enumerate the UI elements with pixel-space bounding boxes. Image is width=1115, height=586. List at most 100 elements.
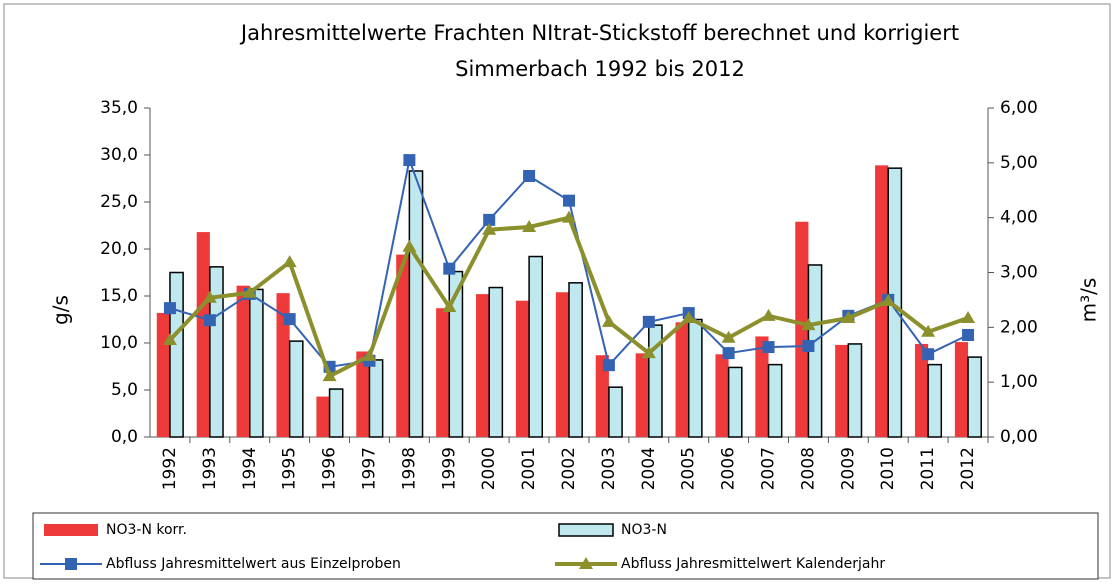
marker (601, 314, 616, 327)
bar (568, 282, 583, 438)
marker (522, 219, 537, 232)
marker (841, 311, 856, 324)
bar (914, 343, 929, 437)
marker (642, 315, 655, 328)
bar (847, 343, 863, 438)
marker (762, 341, 775, 354)
bar (209, 266, 224, 438)
legend-label: Abfluss Jahresmittelwert Kalenderjahr (621, 556, 885, 572)
marker (482, 222, 497, 235)
marker (641, 346, 656, 359)
y-tick-label: 0,0 (111, 427, 138, 447)
x-tick-label: 1995 (280, 447, 300, 490)
bar (276, 293, 290, 437)
x-tick-label: 1997 (359, 447, 379, 490)
bar (515, 300, 530, 437)
legend-label: NO3-N korr. (106, 522, 187, 538)
bar (249, 288, 264, 438)
x-tick-label: 1994 (240, 447, 260, 490)
bar (368, 359, 384, 438)
x-tick-label: 2007 (759, 447, 779, 490)
bar (288, 340, 304, 438)
bar (476, 294, 490, 437)
bar (687, 318, 703, 438)
bar (875, 165, 889, 437)
bar (436, 308, 450, 437)
marker (562, 210, 576, 223)
y-tick-label: 25,0 (100, 192, 138, 212)
x-tick-label: 1992 (160, 447, 180, 490)
bar (767, 363, 783, 438)
marker (403, 154, 416, 167)
chart-subtitle: Simmerbach 1992 bis 2012 (455, 57, 745, 81)
y2-tick-label: 3,00 (1000, 263, 1038, 283)
bar (156, 312, 170, 437)
y-tick-label: 10,0 (100, 333, 138, 353)
x-tick-label: 2004 (639, 447, 659, 490)
bar (488, 286, 504, 438)
x-tick-label: 2009 (838, 447, 858, 490)
marker (922, 348, 935, 361)
legend-marker (65, 558, 77, 570)
marker (163, 302, 176, 315)
bar (316, 396, 330, 437)
y-tick-label: 35,0 (100, 98, 138, 118)
marker (282, 255, 297, 268)
marker (443, 262, 456, 275)
marker (761, 308, 776, 321)
bar (715, 354, 729, 437)
marker (203, 314, 216, 327)
y-tick-label: 30,0 (100, 145, 138, 165)
y-axis-label: g/s (49, 295, 73, 325)
bar (608, 386, 623, 438)
y2-axis-label: m³/s (1077, 278, 1101, 323)
marker (722, 347, 735, 360)
x-tick-label: 2003 (599, 447, 619, 490)
bar (727, 366, 743, 438)
x-tick-label: 1999 (439, 447, 459, 490)
marker (202, 290, 217, 303)
marker (802, 339, 815, 352)
bar (356, 351, 370, 437)
marker (721, 330, 736, 343)
x-tick-label: 2011 (918, 447, 938, 490)
bar (169, 271, 184, 438)
marker (322, 369, 337, 382)
x-tick-label: 1998 (399, 447, 419, 490)
marker (881, 294, 896, 307)
marker (362, 348, 377, 361)
bar (448, 270, 464, 438)
y2-tick-label: 0,00 (1000, 427, 1038, 447)
marker (162, 332, 177, 345)
bar (755, 336, 769, 437)
y2-tick-label: 2,00 (1000, 317, 1038, 337)
x-tick-label: 2000 (479, 447, 499, 490)
marker (483, 213, 496, 226)
bar (595, 355, 609, 437)
marker (402, 239, 417, 252)
marker (681, 311, 696, 324)
bar (408, 170, 424, 438)
bar (675, 322, 689, 437)
y2-tick-label: 1,00 (1000, 372, 1038, 392)
legend-swatch (558, 523, 614, 537)
x-tick-label: 1993 (200, 447, 220, 490)
bar (236, 285, 250, 437)
bar (396, 254, 410, 437)
y-tick-label: 15,0 (100, 286, 138, 306)
x-tick-label: 2008 (798, 447, 818, 490)
marker (962, 329, 975, 342)
y2-tick-label: 6,00 (1000, 98, 1038, 118)
x-tick-label: 2012 (958, 447, 978, 490)
marker (921, 324, 936, 337)
bar (328, 388, 344, 438)
marker (563, 194, 575, 207)
x-tick-label: 2002 (559, 447, 579, 490)
legend-label: Abfluss Jahresmittelwert aus Einzelprobe… (106, 556, 401, 572)
legend-label: NO3-N (621, 522, 667, 538)
bar (555, 292, 569, 437)
y2-tick-label: 5,00 (1000, 153, 1038, 173)
x-tick-label: 2001 (519, 447, 539, 490)
marker (442, 300, 457, 313)
